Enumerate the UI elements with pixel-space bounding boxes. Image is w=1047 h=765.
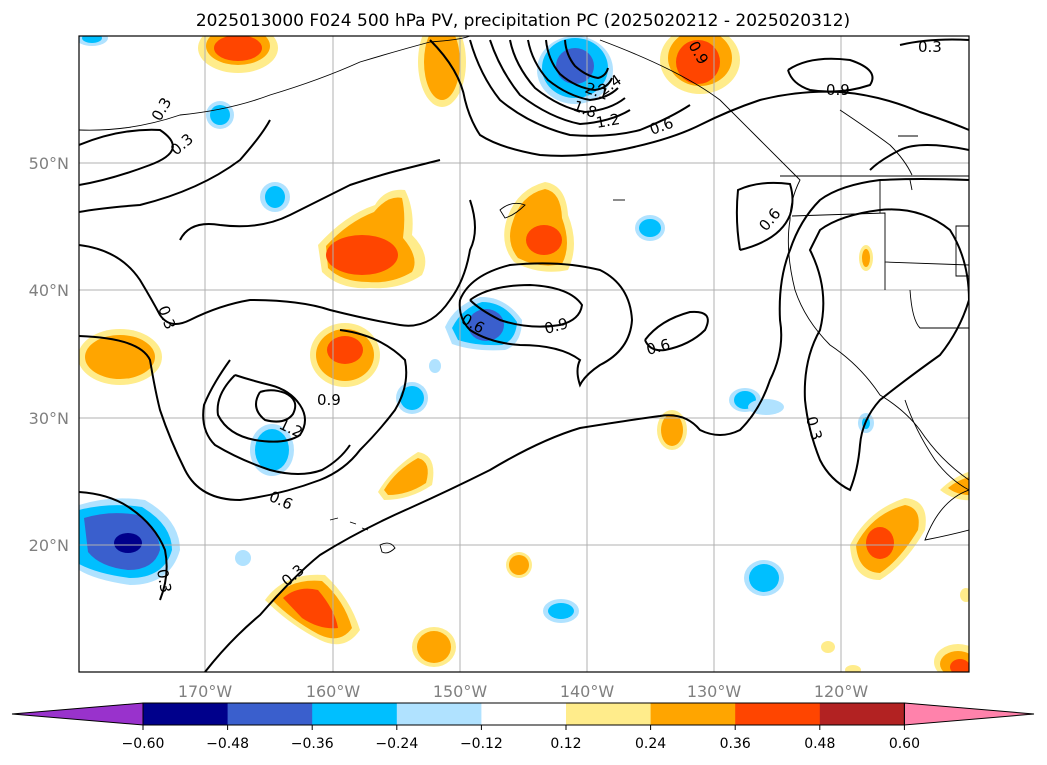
contour-label: 1.2: [595, 110, 622, 132]
colorbar-tick-label: 0.48: [804, 736, 835, 752]
colorbar-tick-label: −0.24: [375, 736, 418, 752]
contour-label: 0.9: [317, 391, 341, 409]
lat-label: 20°N: [29, 536, 69, 555]
contour-label: 0.3: [802, 414, 826, 442]
longitude-labels: 170°W 160°W 150°W 140°W 130°W 120°W: [178, 682, 869, 701]
colorbar-frame: [142, 702, 905, 726]
contour-label: 0.3: [153, 568, 175, 595]
latitude-labels: 50°N 40°N 30°N 20°N: [29, 154, 69, 555]
lat-label: 40°N: [29, 281, 69, 300]
contour-label: 0.3: [918, 38, 942, 56]
map-area: [79, 36, 969, 672]
contour-label: 0.9: [542, 314, 570, 338]
colorbar-tick-label: 0.36: [720, 736, 751, 752]
negative-precip-shading: [79, 36, 874, 623]
lon-label: 160°W: [306, 682, 361, 701]
lon-label: 150°W: [433, 682, 488, 701]
graticule: [79, 36, 969, 672]
colorbar-segment: [312, 703, 398, 725]
lon-label: 120°W: [814, 682, 869, 701]
colorbar-tick-label: −0.60: [122, 736, 165, 752]
lat-label: 30°N: [29, 409, 69, 428]
lon-label: 170°W: [178, 682, 233, 701]
contour-label: 0.9: [826, 81, 850, 99]
colorbar-tick-label: −0.36: [291, 736, 334, 752]
colorbar-segment: [481, 703, 567, 725]
colorbar-segment: [143, 703, 229, 725]
coastlines: [79, 36, 969, 554]
colorbar-segment: [819, 703, 905, 725]
colorbar-tick-label: −0.48: [206, 736, 249, 752]
colorbar-segment: [650, 703, 736, 725]
colorbar-tick-label: 0.12: [550, 736, 581, 752]
lat-label: 50°N: [29, 154, 69, 173]
colorbar-segment: [566, 703, 652, 725]
colorbar-segment: [735, 703, 821, 725]
lon-label: 140°W: [560, 682, 615, 701]
pv-contours: [79, 38, 969, 672]
map-frame: [78, 35, 970, 673]
colorbar: −0.60 −0.48 −0.36 −0.24 −0.12 0.12 0.24 0.36 0.4…: [11, 702, 1035, 752]
colorbar-tick-label: 0.60: [889, 736, 920, 752]
colorbar-tick-label: 0.24: [635, 736, 666, 752]
positive-precip-shading: [79, 36, 969, 672]
colorbar-extend-high: [903, 702, 1035, 726]
lon-label: 130°W: [687, 682, 742, 701]
colorbar-segment: [396, 703, 482, 725]
colorbar-extend-low: [11, 702, 144, 726]
colorbar-segment: [227, 703, 313, 725]
map-title: 2025013000 F024 500 hPa PV, precipitatio…: [196, 11, 850, 31]
colorbar-tick-label: −0.12: [460, 736, 503, 752]
contour-label: 0.6: [644, 335, 672, 359]
